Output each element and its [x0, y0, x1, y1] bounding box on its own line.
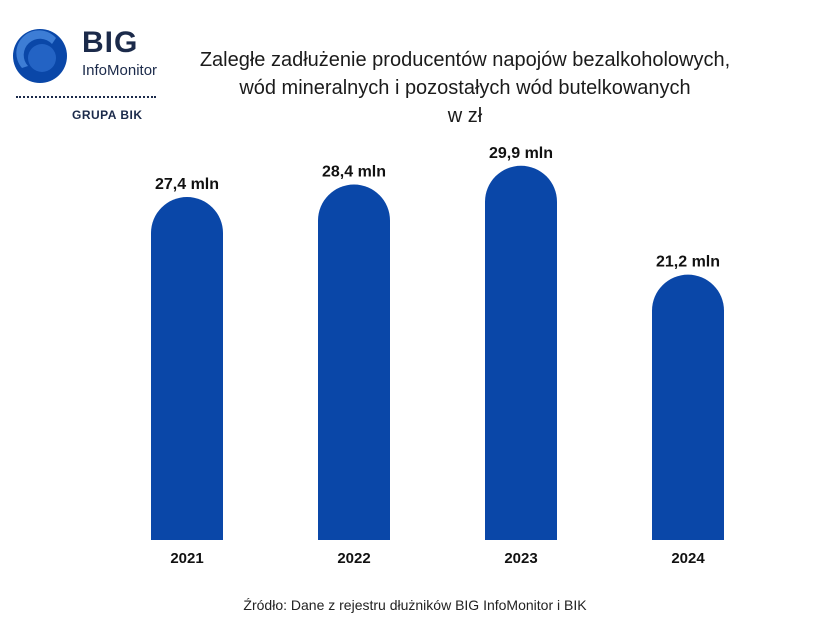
bar-2021 [151, 197, 223, 540]
x-tick-label-2022: 2022 [337, 550, 370, 567]
logo-divider [16, 96, 156, 98]
chart-title-line-1: Zaległe zadłużenie producentów napojów b… [199, 49, 731, 71]
data-label-2023: 29,9 mln [489, 145, 553, 162]
logo-brand-text: BIG [82, 26, 139, 59]
x-tick-label-2021: 2021 [170, 550, 203, 567]
chart-title-line-3: w zł [447, 105, 483, 127]
big-infomonitor-logo: BIG InfoMonitor GRUPA BIK [10, 26, 160, 126]
logo-group-text: GRUPA BIK [72, 108, 143, 122]
bar-2022 [318, 184, 390, 541]
bar-2024 [652, 274, 724, 540]
data-label-2024: 21,2 mln [656, 254, 720, 271]
data-label-2021: 27,4 mln [155, 176, 219, 193]
chart-title-line-2: wód mineralnych i pozostałych wód butelk… [239, 77, 691, 99]
bar-chart: 27,4 mln 2021 28,4 mln 2022 29,9 mln 2023 21,2… [151, 145, 724, 567]
source-note: Źródło: Dane z rejestru dłużników BIG In… [243, 597, 587, 613]
chart-title: Zaległe zadłużenie producentów napojów b… [160, 46, 770, 130]
data-label-2022: 28,4 mln [322, 164, 386, 181]
x-tick-label-2023: 2023 [504, 550, 537, 567]
bar-2023 [485, 165, 557, 540]
logo-circle-icon [13, 29, 67, 83]
logo-sub-text: InfoMonitor [82, 62, 158, 79]
x-tick-label-2024: 2024 [671, 550, 705, 567]
